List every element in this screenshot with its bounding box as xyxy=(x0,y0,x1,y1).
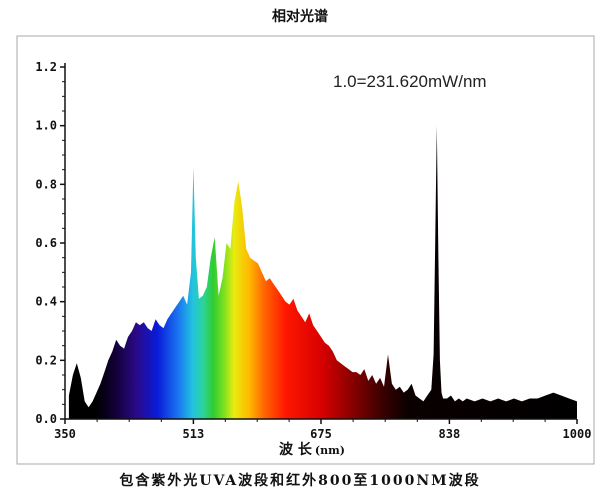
caption: 包含紫外光UVA波段和红外800至1000NM波段 xyxy=(119,473,481,489)
plot-frame xyxy=(16,35,595,465)
x-tick-label: 350 xyxy=(54,427,76,441)
spectrum-area xyxy=(68,125,578,419)
x-axis-unit: (nm) xyxy=(315,444,345,457)
x-tick-label: 675 xyxy=(310,427,332,441)
y-tick-label: 0.8 xyxy=(35,177,57,191)
x-tick-label: 513 xyxy=(183,427,205,441)
x-axis: 350 513 675 838 1000 xyxy=(54,418,592,441)
y-tick-label: 0.4 xyxy=(35,295,57,309)
x-tick-label: 838 xyxy=(439,427,461,441)
y-tick-label: 0.6 xyxy=(35,236,57,250)
y-tick-label: 1.2 xyxy=(35,60,57,74)
scale-annotation: 1.0=231.620mW/nm xyxy=(333,72,487,91)
y-tick-label: 1.0 xyxy=(35,119,57,133)
x-tick-label: 1000 xyxy=(563,427,592,441)
chart-title: 相对光谱 xyxy=(272,9,328,25)
x-axis-label: 波 长 (nm) xyxy=(279,441,345,458)
x-axis-title: 波 长 xyxy=(279,441,313,458)
y-tick-label: 0.2 xyxy=(35,353,57,367)
y-tick-label: 0.0 xyxy=(35,412,57,426)
y-axis: 0.0 0.2 0.4 0.6 0.8 1.0 1.2 xyxy=(35,60,66,426)
